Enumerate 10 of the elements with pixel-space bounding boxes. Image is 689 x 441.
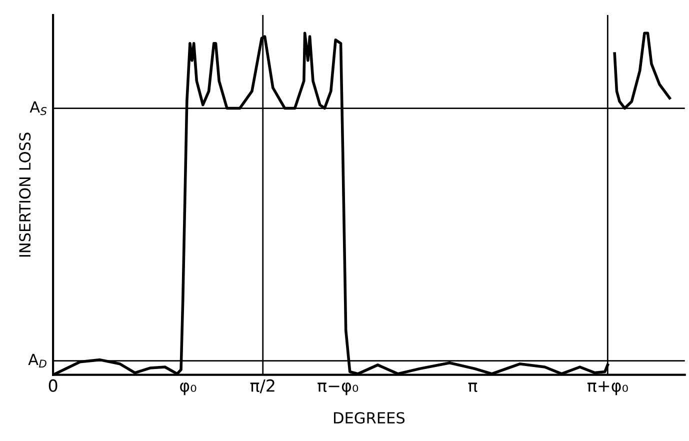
x-tick-label: π <box>468 382 478 392</box>
x-tick-label: π−φ₀ <box>318 382 358 396</box>
x-tick-label: π/2 <box>250 379 274 394</box>
x-axis-title: DEGREES <box>334 412 405 424</box>
x-tick-label: 0 <box>48 379 58 392</box>
y-axis-title: INSERTION LOSS <box>19 132 31 257</box>
x-tick-label: π+φ₀ <box>587 381 628 396</box>
x-tick-label: φ₀ <box>180 382 196 396</box>
ref-line-label: A$_{S}$ <box>30 101 47 116</box>
ref-line-label: A$_{D}$ <box>28 354 46 368</box>
